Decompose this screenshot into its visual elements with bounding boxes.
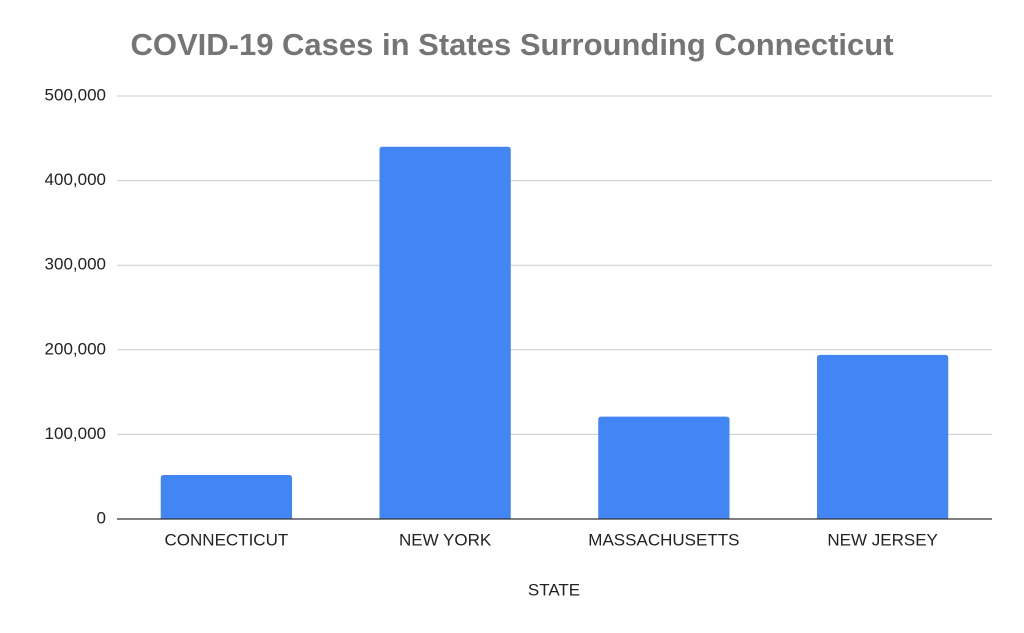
x-tick-label: CONNECTICUT [165, 530, 289, 549]
y-tick-label: 100,000 [45, 424, 106, 443]
y-tick-label: 400,000 [45, 170, 106, 189]
bar [379, 146, 511, 519]
bar [598, 416, 730, 519]
y-tick-label: 200,000 [45, 339, 106, 358]
bar [817, 354, 949, 519]
y-tick-label: 0 [97, 508, 106, 527]
y-tick-label: 500,000 [45, 85, 106, 104]
bar [160, 475, 292, 519]
x-tick-label: NEW YORK [399, 530, 492, 549]
chart-title: COVID-19 Cases in States Surrounding Con… [130, 27, 893, 62]
x-axis-label: STATE [528, 580, 580, 599]
y-tick-label: 300,000 [45, 255, 106, 274]
x-tick-label: MASSACHUSETTS [588, 530, 739, 549]
x-tick-label: NEW JERSEY [827, 530, 938, 549]
